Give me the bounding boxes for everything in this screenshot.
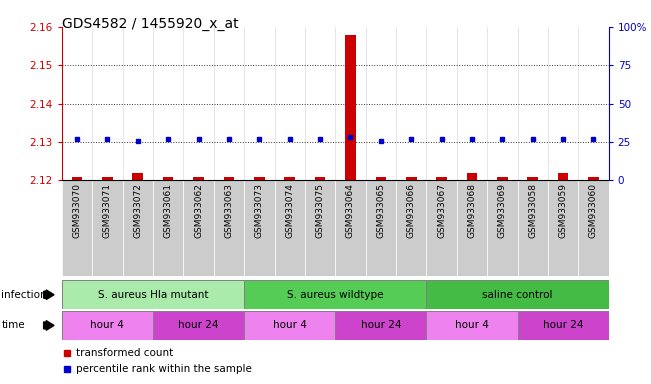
Bar xyxy=(467,173,477,180)
Text: GSM933073: GSM933073 xyxy=(255,184,264,238)
Bar xyxy=(72,177,82,180)
Text: GSM933063: GSM933063 xyxy=(225,184,234,238)
Text: percentile rank within the sample: percentile rank within the sample xyxy=(76,364,251,374)
Bar xyxy=(92,180,122,276)
Bar xyxy=(396,180,426,276)
Bar xyxy=(224,177,234,180)
Bar xyxy=(426,311,518,340)
Bar xyxy=(558,173,568,180)
Text: hour 24: hour 24 xyxy=(543,320,583,331)
Text: GSM933075: GSM933075 xyxy=(316,184,325,238)
Bar xyxy=(497,177,508,180)
Bar xyxy=(315,177,326,180)
Bar xyxy=(578,180,609,276)
Text: GSM933060: GSM933060 xyxy=(589,184,598,238)
Bar xyxy=(254,177,264,180)
Text: hour 24: hour 24 xyxy=(178,320,219,331)
Text: GDS4582 / 1455920_x_at: GDS4582 / 1455920_x_at xyxy=(62,17,238,31)
Bar xyxy=(406,177,417,180)
Bar xyxy=(548,180,578,276)
Bar xyxy=(193,177,204,180)
Bar xyxy=(133,173,143,180)
Bar xyxy=(305,180,335,276)
Bar xyxy=(244,311,335,340)
Text: hour 24: hour 24 xyxy=(361,320,401,331)
Text: S. aureus Hla mutant: S. aureus Hla mutant xyxy=(98,290,208,300)
Bar xyxy=(62,311,153,340)
Bar xyxy=(184,180,214,276)
Text: GSM933070: GSM933070 xyxy=(72,184,81,238)
Bar xyxy=(366,180,396,276)
Text: transformed count: transformed count xyxy=(76,348,173,358)
Bar xyxy=(163,177,173,180)
Text: GSM933072: GSM933072 xyxy=(133,184,143,238)
Bar xyxy=(62,280,244,309)
Bar xyxy=(518,180,548,276)
Text: saline control: saline control xyxy=(482,290,553,300)
Bar xyxy=(244,280,426,309)
Bar xyxy=(457,180,487,276)
Bar xyxy=(284,177,295,180)
Bar xyxy=(345,35,355,180)
Bar xyxy=(62,180,92,276)
Text: GSM933066: GSM933066 xyxy=(407,184,416,238)
Bar xyxy=(244,180,275,276)
Bar xyxy=(122,180,153,276)
Bar xyxy=(487,180,518,276)
Text: hour 4: hour 4 xyxy=(455,320,489,331)
Text: GSM933061: GSM933061 xyxy=(163,184,173,238)
Bar xyxy=(214,180,244,276)
Bar xyxy=(335,180,366,276)
Text: GSM933069: GSM933069 xyxy=(498,184,507,238)
Bar xyxy=(102,177,113,180)
Text: GSM933067: GSM933067 xyxy=(437,184,446,238)
Text: GSM933059: GSM933059 xyxy=(559,184,568,238)
Text: GSM933058: GSM933058 xyxy=(528,184,537,238)
Bar xyxy=(153,311,244,340)
Bar xyxy=(527,177,538,180)
Bar xyxy=(335,311,426,340)
Bar xyxy=(153,180,184,276)
Text: infection: infection xyxy=(1,290,47,300)
Text: hour 4: hour 4 xyxy=(90,320,124,331)
Text: GSM933065: GSM933065 xyxy=(376,184,385,238)
Bar xyxy=(275,180,305,276)
Text: GSM933074: GSM933074 xyxy=(285,184,294,238)
Text: hour 4: hour 4 xyxy=(273,320,307,331)
Text: GSM933062: GSM933062 xyxy=(194,184,203,238)
Bar xyxy=(589,177,599,180)
Text: GSM933071: GSM933071 xyxy=(103,184,112,238)
Bar xyxy=(518,311,609,340)
Bar xyxy=(426,280,609,309)
Bar xyxy=(376,177,386,180)
Bar xyxy=(436,177,447,180)
Bar xyxy=(426,180,457,276)
Text: time: time xyxy=(1,320,25,331)
Text: GSM933064: GSM933064 xyxy=(346,184,355,238)
Text: S. aureus wildtype: S. aureus wildtype xyxy=(287,290,383,300)
Text: GSM933068: GSM933068 xyxy=(467,184,477,238)
